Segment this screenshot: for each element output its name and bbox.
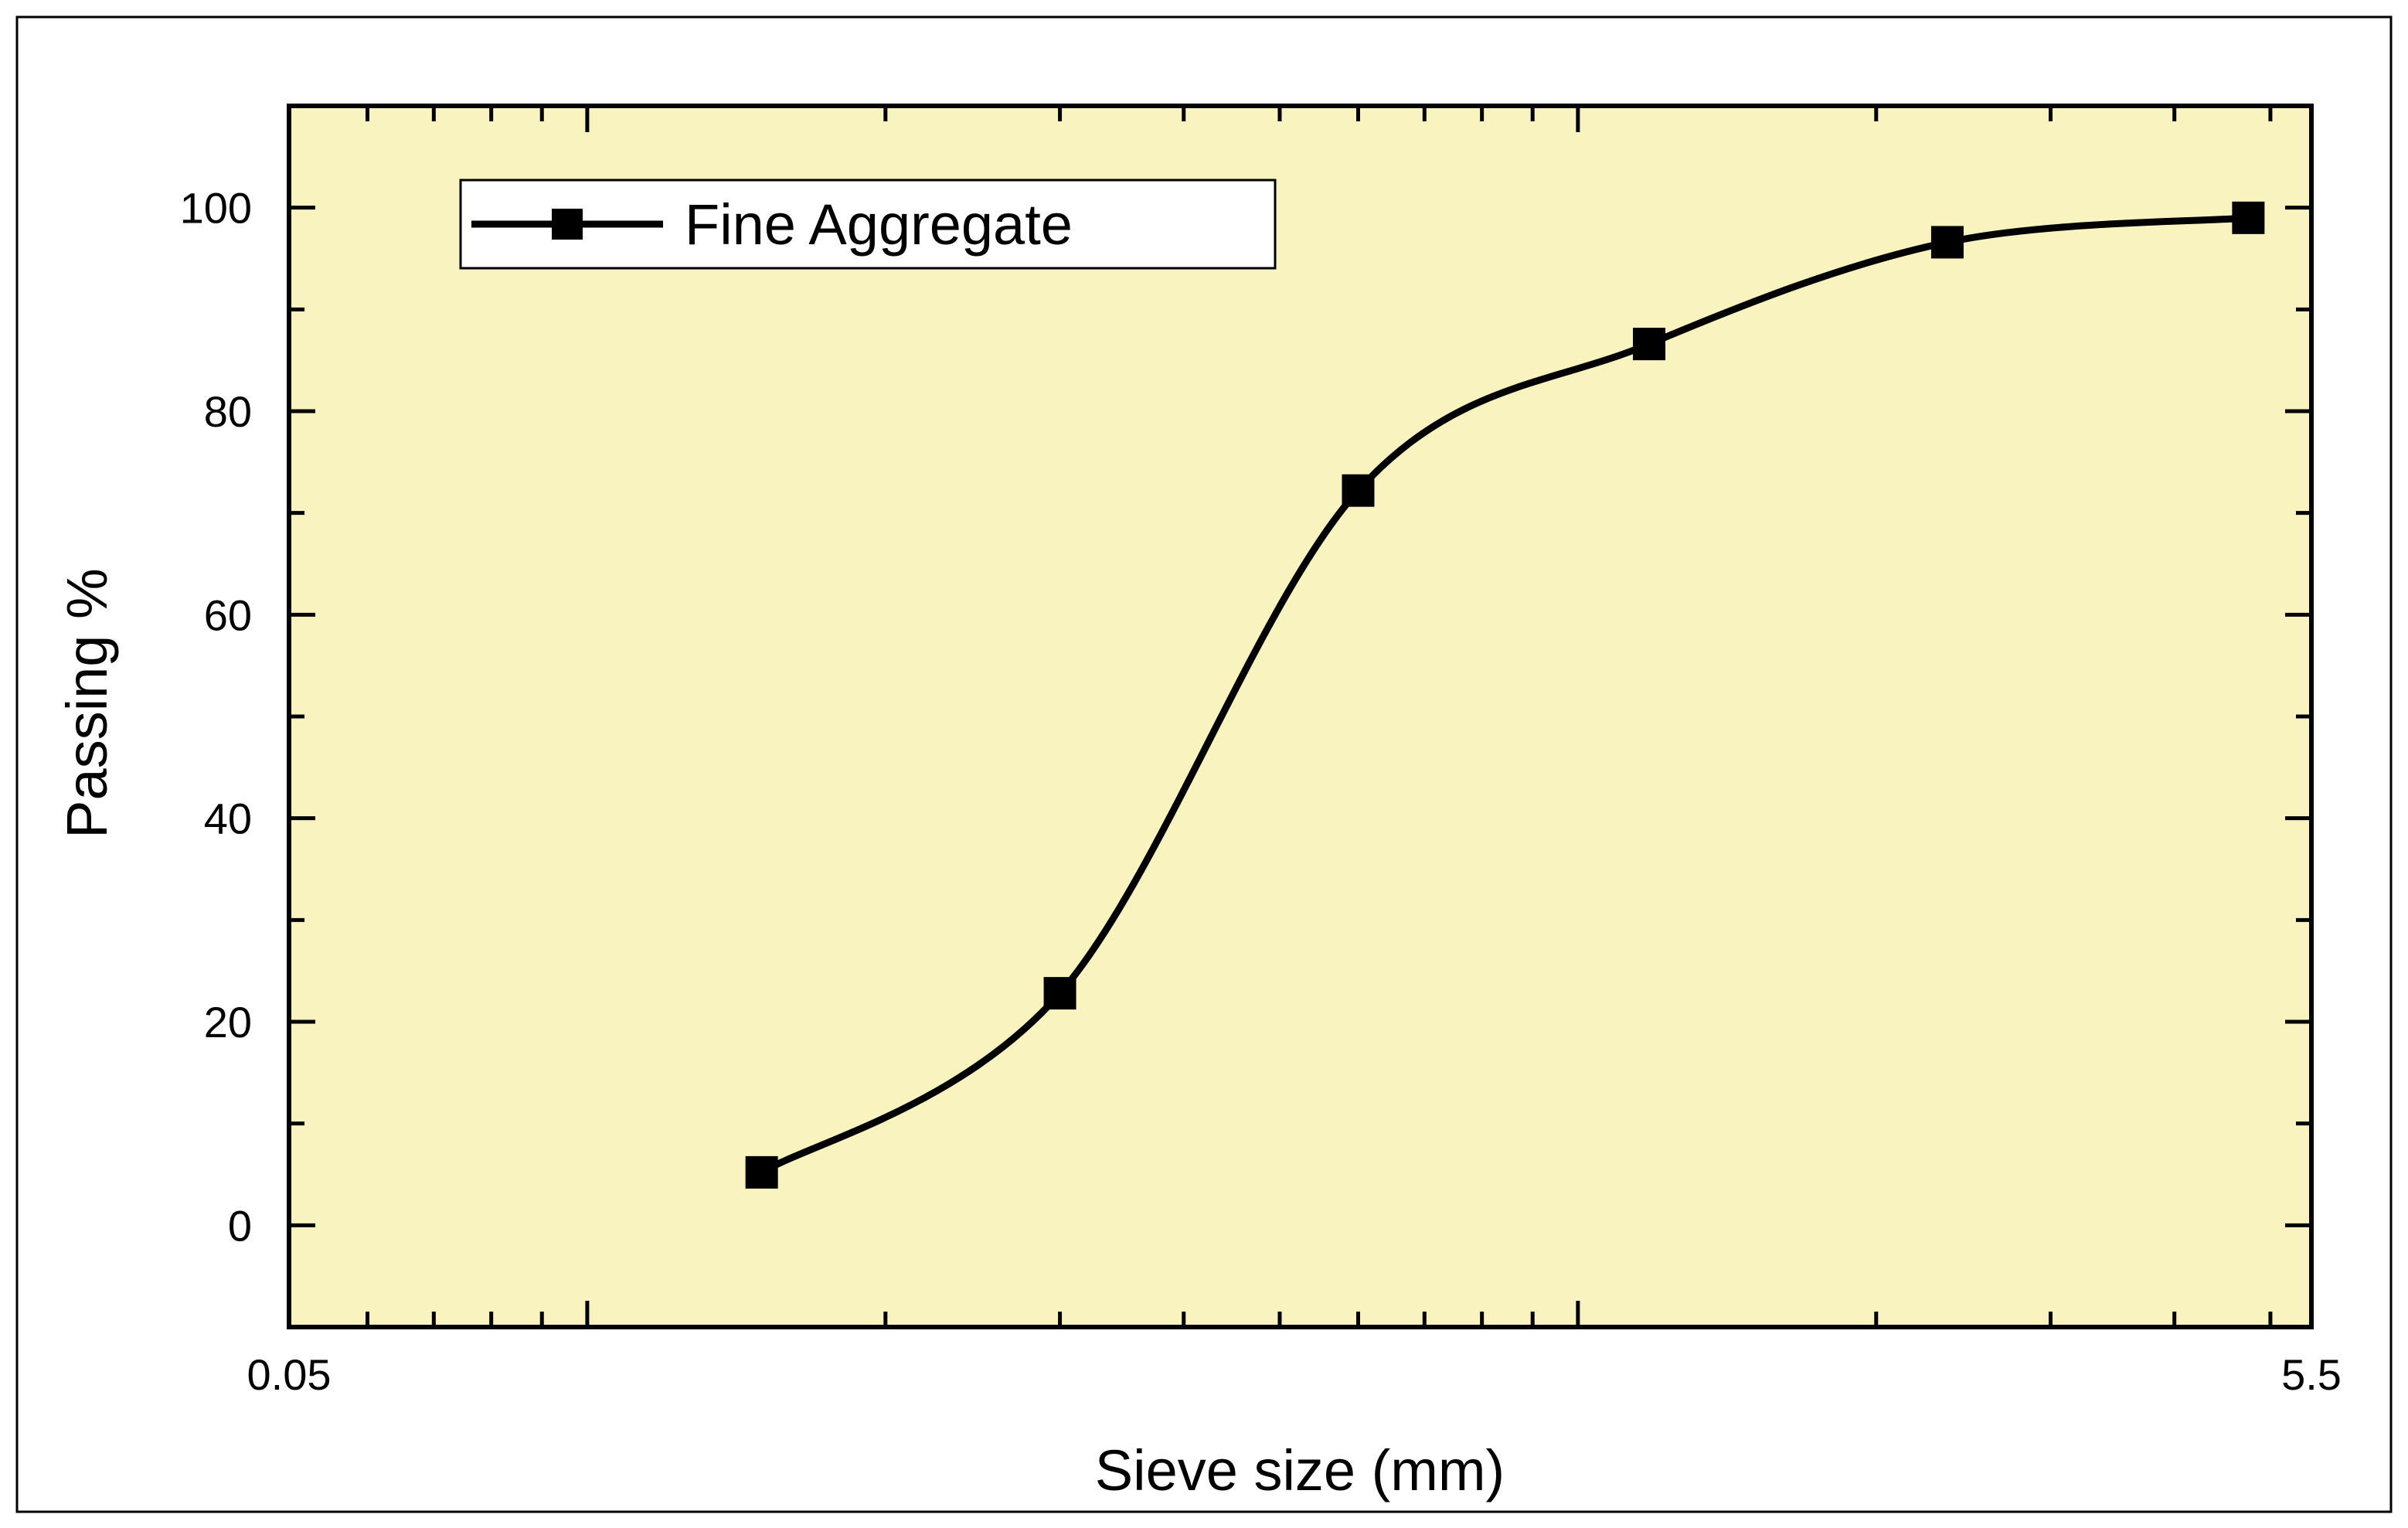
legend-label: Fine Aggregate <box>685 192 1073 257</box>
plot-area <box>287 104 2314 1329</box>
x-axis-ticks <box>366 106 2273 1327</box>
y-tick-label: 80 <box>204 387 252 436</box>
y-tick-label: 100 <box>180 184 252 233</box>
series-markers <box>745 201 2265 1189</box>
y-axis-ticks <box>289 206 2311 1227</box>
data-point-marker <box>2232 201 2265 234</box>
legend: Fine Aggregate <box>459 179 1277 270</box>
x-axis-title: Sieve size (mm) <box>1095 1438 1505 1502</box>
y-tick-label: 0 <box>228 1201 252 1250</box>
data-point-marker <box>1043 977 1076 1010</box>
y-tick-label: 60 <box>204 590 252 639</box>
y-tick-label: 40 <box>204 795 252 843</box>
x-axis-tick-labels: 0.05 5.5 <box>247 1350 2342 1399</box>
data-point-marker <box>745 1155 778 1189</box>
y-axis-tick-labels: 0 20 40 60 80 100 <box>180 184 252 1251</box>
data-point-marker <box>1342 474 1375 507</box>
y-tick-label: 20 <box>204 998 252 1046</box>
x-tick-label: 5.5 <box>2281 1350 2342 1399</box>
y-axis-title: Passing % <box>55 568 119 839</box>
data-point-marker <box>1930 226 1964 259</box>
legend-marker <box>552 209 583 240</box>
data-point-marker <box>1633 328 1666 361</box>
x-tick-label: 0.05 <box>247 1350 332 1399</box>
